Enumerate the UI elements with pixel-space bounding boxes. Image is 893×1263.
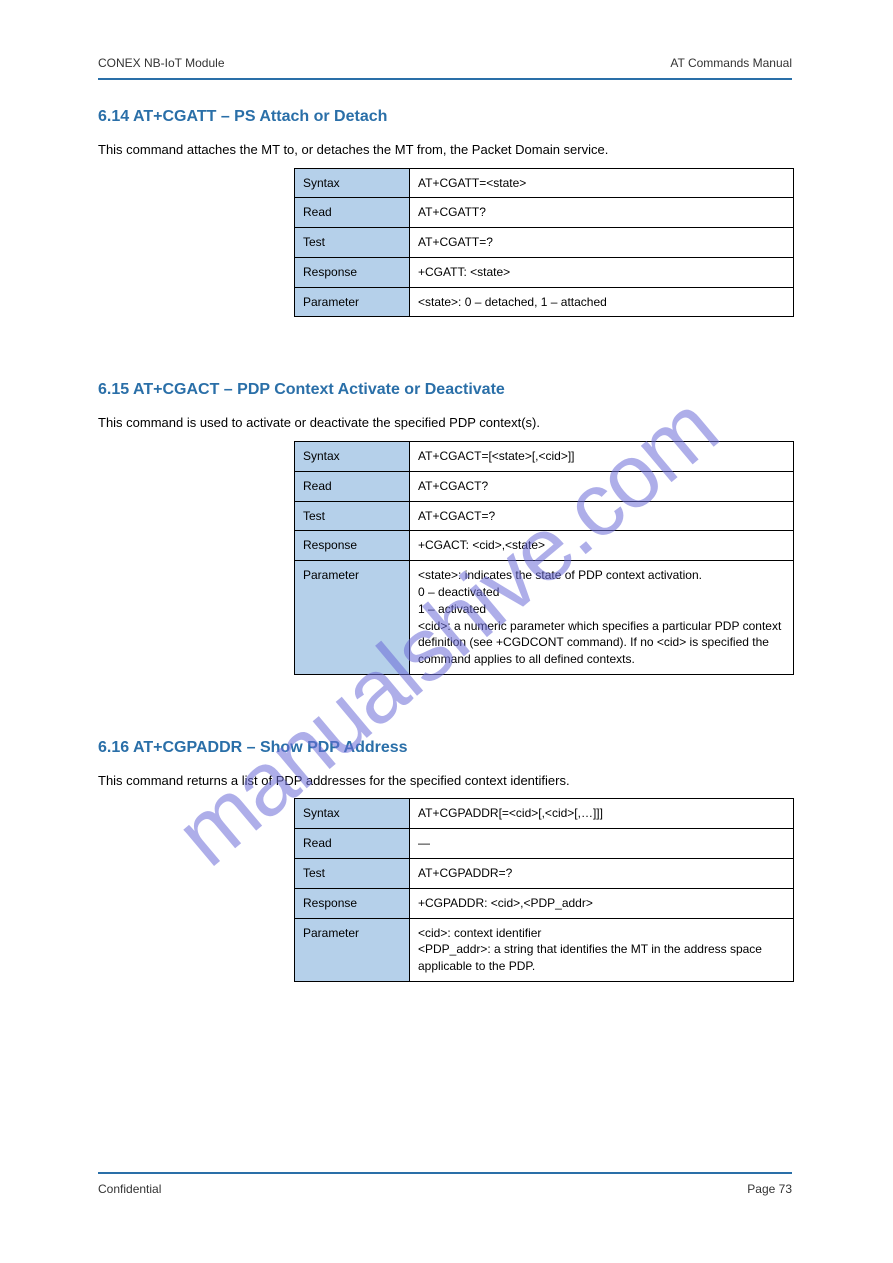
table-row: Parameter <cid>: context identifier <PDP… bbox=[295, 918, 794, 981]
cell-value: AT+CGATT=<state> bbox=[410, 168, 794, 198]
table-cgact: Syntax AT+CGACT=[<state>[,<cid>]] Read A… bbox=[294, 441, 794, 675]
cell-value: AT+CGATT=? bbox=[410, 228, 794, 258]
section-intro-cgact: This command is used to activate or deac… bbox=[98, 413, 792, 433]
cell-value: AT+CGATT? bbox=[410, 198, 794, 228]
table-row: Response +CGPADDR: <cid>,<PDP_addr> bbox=[295, 888, 794, 918]
cell-label: Syntax bbox=[295, 441, 410, 471]
cell-label: Read bbox=[295, 471, 410, 501]
cell-value: +CGACT: <cid>,<state> bbox=[410, 531, 794, 561]
cell-value: AT+CGACT=[<state>[,<cid>]] bbox=[410, 441, 794, 471]
cell-value: AT+CGACT=? bbox=[410, 501, 794, 531]
cell-value: +CGPADDR: <cid>,<PDP_addr> bbox=[410, 888, 794, 918]
table-row: Parameter <state>: 0 – detached, 1 – att… bbox=[295, 287, 794, 317]
table-row: Read — bbox=[295, 829, 794, 859]
cell-label: Parameter bbox=[295, 287, 410, 317]
section-intro-cgpaddr: This command returns a list of PDP addre… bbox=[98, 771, 792, 791]
footer-confidential: Confidential bbox=[98, 1182, 161, 1196]
table-row: Test AT+CGATT=? bbox=[295, 228, 794, 258]
cell-label: Test bbox=[295, 228, 410, 258]
table-row: Syntax AT+CGATT=<state> bbox=[295, 168, 794, 198]
section-heading-cgact: 6.15 AT+CGACT – PDP Context Activate or … bbox=[98, 381, 792, 399]
cell-label: Response bbox=[295, 888, 410, 918]
table-row: Test AT+CGPADDR=? bbox=[295, 859, 794, 889]
table-cgatt: Syntax AT+CGATT=<state> Read AT+CGATT? T… bbox=[294, 168, 794, 318]
cell-value: AT+CGACT? bbox=[410, 471, 794, 501]
header-doc-title: AT Commands Manual bbox=[670, 56, 792, 70]
content-area: 6.14 AT+CGATT – PS Attach or Detach This… bbox=[98, 108, 792, 1006]
header-product: CONEX NB-IoT Module bbox=[98, 56, 225, 70]
cell-value: — bbox=[410, 829, 794, 859]
table-row: Read AT+CGACT? bbox=[295, 471, 794, 501]
table-row: Read AT+CGATT? bbox=[295, 198, 794, 228]
cell-value: +CGATT: <state> bbox=[410, 257, 794, 287]
table-row: Test AT+CGACT=? bbox=[295, 501, 794, 531]
header-rule bbox=[98, 78, 792, 80]
cell-label: Read bbox=[295, 829, 410, 859]
table-cgpaddr: Syntax AT+CGPADDR[=<cid>[,<cid>[,…]]] Re… bbox=[294, 798, 794, 982]
table-row: Syntax AT+CGPADDR[=<cid>[,<cid>[,…]]] bbox=[295, 799, 794, 829]
table-row: Syntax AT+CGACT=[<state>[,<cid>]] bbox=[295, 441, 794, 471]
cell-value: <state>: indicates the state of PDP cont… bbox=[410, 561, 794, 675]
footer-rule bbox=[98, 1172, 792, 1174]
cell-value: <state>: 0 – detached, 1 – attached bbox=[410, 287, 794, 317]
cell-label: Parameter bbox=[295, 918, 410, 981]
cell-label: Response bbox=[295, 531, 410, 561]
cell-value: AT+CGPADDR[=<cid>[,<cid>[,…]]] bbox=[410, 799, 794, 829]
cell-label: Test bbox=[295, 501, 410, 531]
section-heading-cgpaddr: 6.16 AT+CGPADDR – Show PDP Address bbox=[98, 739, 792, 757]
cell-label: Parameter bbox=[295, 561, 410, 675]
cell-label: Syntax bbox=[295, 168, 410, 198]
cell-label: Response bbox=[295, 257, 410, 287]
cell-value: <cid>: context identifier <PDP_addr>: a … bbox=[410, 918, 794, 981]
table-row: Response +CGACT: <cid>,<state> bbox=[295, 531, 794, 561]
cell-label: Syntax bbox=[295, 799, 410, 829]
cell-label: Test bbox=[295, 859, 410, 889]
cell-label: Read bbox=[295, 198, 410, 228]
footer-page-number: Page 73 bbox=[747, 1182, 792, 1196]
table-row: Response +CGATT: <state> bbox=[295, 257, 794, 287]
table-row: Parameter <state>: indicates the state o… bbox=[295, 561, 794, 675]
section-heading-cgatt: 6.14 AT+CGATT – PS Attach or Detach bbox=[98, 108, 792, 126]
section-intro-cgatt: This command attaches the MT to, or deta… bbox=[98, 140, 792, 160]
cell-value: AT+CGPADDR=? bbox=[410, 859, 794, 889]
